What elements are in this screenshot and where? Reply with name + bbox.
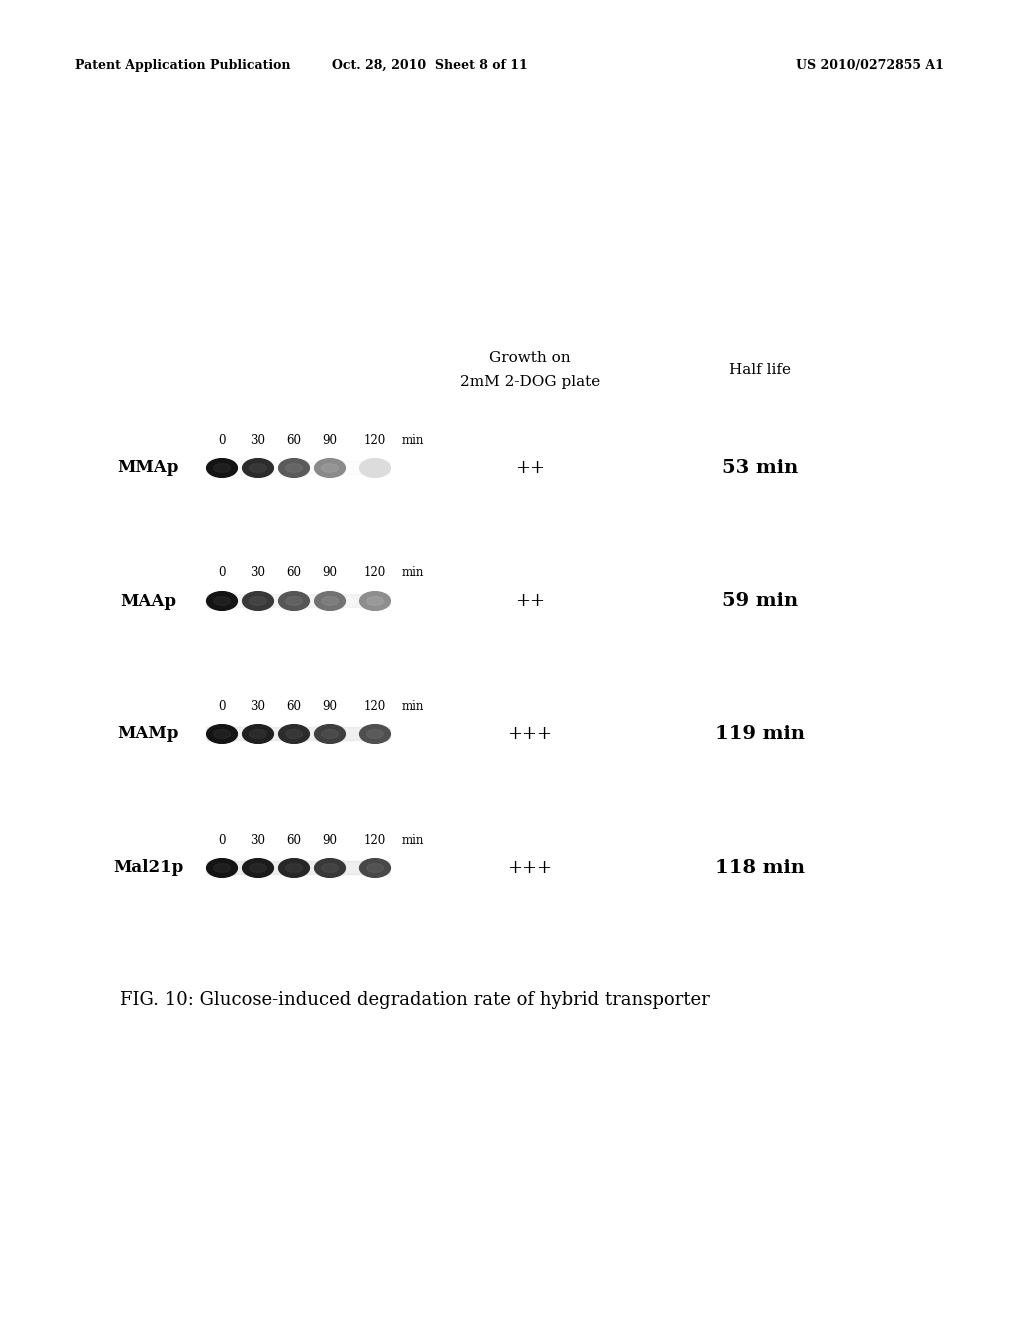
Text: 53 min: 53 min <box>722 459 798 477</box>
Text: 120: 120 <box>364 700 386 713</box>
Ellipse shape <box>279 858 309 878</box>
Ellipse shape <box>367 863 383 873</box>
Text: Growth on: Growth on <box>489 351 570 366</box>
Text: ++: ++ <box>515 591 545 610</box>
Ellipse shape <box>359 591 390 610</box>
Ellipse shape <box>286 463 302 473</box>
FancyBboxPatch shape <box>207 862 390 874</box>
Text: ++: ++ <box>515 459 545 477</box>
Text: Half life: Half life <box>729 363 791 378</box>
Text: US 2010/0272855 A1: US 2010/0272855 A1 <box>796 58 944 71</box>
Text: 120: 120 <box>364 833 386 846</box>
Ellipse shape <box>359 725 390 743</box>
Ellipse shape <box>250 597 266 606</box>
Text: 0: 0 <box>218 433 225 446</box>
FancyBboxPatch shape <box>207 727 390 741</box>
Text: 118 min: 118 min <box>715 859 805 876</box>
Text: 59 min: 59 min <box>722 591 798 610</box>
Ellipse shape <box>207 591 238 610</box>
FancyBboxPatch shape <box>207 462 390 474</box>
Text: +++: +++ <box>508 859 553 876</box>
Text: 90: 90 <box>323 566 338 579</box>
Ellipse shape <box>214 463 230 473</box>
Text: 119 min: 119 min <box>715 725 805 743</box>
Ellipse shape <box>243 458 273 478</box>
Ellipse shape <box>286 597 302 606</box>
Text: MMAp: MMAp <box>118 459 178 477</box>
Ellipse shape <box>286 730 302 738</box>
Text: Oct. 28, 2010  Sheet 8 of 11: Oct. 28, 2010 Sheet 8 of 11 <box>332 58 528 71</box>
Ellipse shape <box>322 597 338 606</box>
Text: 2mM 2-DOG plate: 2mM 2-DOG plate <box>460 375 600 389</box>
Ellipse shape <box>207 858 238 878</box>
Text: Mal21p: Mal21p <box>113 859 183 876</box>
Ellipse shape <box>286 863 302 873</box>
Ellipse shape <box>207 725 238 743</box>
Ellipse shape <box>250 730 266 738</box>
Text: 60: 60 <box>287 433 301 446</box>
Ellipse shape <box>214 863 230 873</box>
Text: min: min <box>401 700 424 713</box>
Ellipse shape <box>243 858 273 878</box>
Ellipse shape <box>279 458 309 478</box>
Ellipse shape <box>207 458 238 478</box>
Text: 90: 90 <box>323 700 338 713</box>
Ellipse shape <box>279 725 309 743</box>
Text: Patent Application Publication: Patent Application Publication <box>75 58 291 71</box>
Text: 0: 0 <box>218 833 225 846</box>
Text: +++: +++ <box>508 725 553 743</box>
Ellipse shape <box>322 463 338 473</box>
Text: MAAp: MAAp <box>120 593 176 610</box>
Ellipse shape <box>279 591 309 610</box>
Text: 120: 120 <box>364 566 386 579</box>
Ellipse shape <box>359 858 390 878</box>
Text: 30: 30 <box>251 700 265 713</box>
Text: FIG. 10: Glucose-induced degradation rate of hybrid transporter: FIG. 10: Glucose-induced degradation rat… <box>120 991 710 1008</box>
Text: 60: 60 <box>287 566 301 579</box>
Text: 0: 0 <box>218 566 225 579</box>
Ellipse shape <box>359 458 390 478</box>
Ellipse shape <box>314 458 345 478</box>
Text: min: min <box>401 566 424 579</box>
Ellipse shape <box>250 863 266 873</box>
Text: min: min <box>401 833 424 846</box>
Text: min: min <box>401 433 424 446</box>
Ellipse shape <box>314 725 345 743</box>
Text: 30: 30 <box>251 566 265 579</box>
Ellipse shape <box>250 463 266 473</box>
Text: 0: 0 <box>218 700 225 713</box>
Text: 120: 120 <box>364 433 386 446</box>
Text: MAMp: MAMp <box>118 726 178 742</box>
Ellipse shape <box>314 591 345 610</box>
Text: 90: 90 <box>323 433 338 446</box>
Ellipse shape <box>367 597 383 606</box>
Ellipse shape <box>214 597 230 606</box>
Ellipse shape <box>367 730 383 738</box>
Ellipse shape <box>243 725 273 743</box>
Text: 90: 90 <box>323 833 338 846</box>
Text: 60: 60 <box>287 833 301 846</box>
FancyBboxPatch shape <box>207 594 390 607</box>
Text: 60: 60 <box>287 700 301 713</box>
Ellipse shape <box>214 730 230 738</box>
Text: 30: 30 <box>251 833 265 846</box>
Text: 30: 30 <box>251 433 265 446</box>
Ellipse shape <box>243 591 273 610</box>
Ellipse shape <box>322 863 338 873</box>
Ellipse shape <box>322 730 338 738</box>
Ellipse shape <box>314 858 345 878</box>
